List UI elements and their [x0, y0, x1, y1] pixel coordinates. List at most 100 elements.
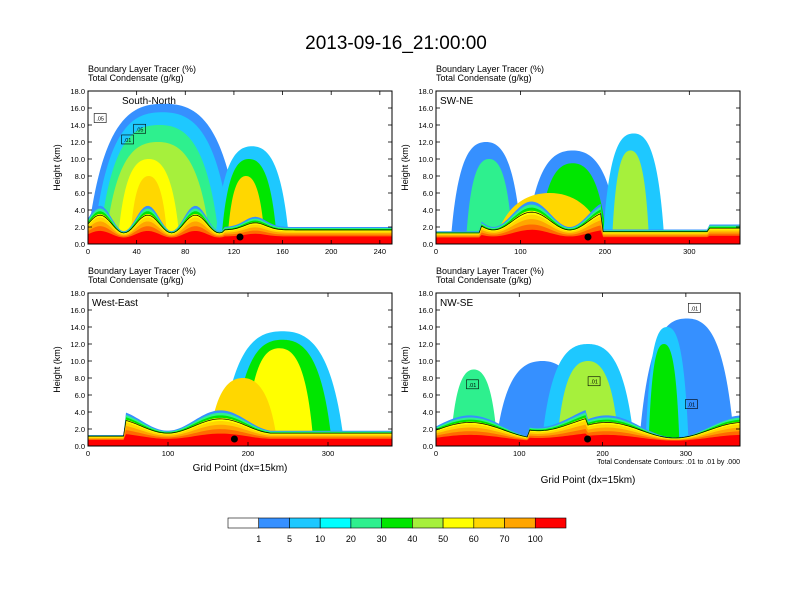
- colorbar-box-2: [289, 517, 321, 529]
- ytick-label: 12.0: [70, 340, 85, 349]
- contour-label-box: [93, 113, 107, 123]
- xtick-label: 0: [86, 449, 90, 458]
- xtick-label: 100: [514, 247, 527, 256]
- xtick-label: 100: [513, 449, 526, 458]
- subtitle-condensate: Total Condensate (g/kg): [88, 73, 184, 83]
- xtick-label: 300: [683, 247, 696, 256]
- xtick-label: 80: [181, 247, 189, 256]
- ytick-label: 18.0: [70, 289, 85, 298]
- colorbar-box-1: [258, 517, 290, 529]
- xtick-label: 300: [322, 449, 335, 458]
- location-marker: [584, 435, 592, 443]
- contour-footnote: Total Condensate Contours: .01 to .01 by…: [597, 459, 740, 466]
- xtick-label: 0: [434, 247, 438, 256]
- ytick-label: 18.0: [418, 87, 433, 96]
- subtitle-tracer: Boundary Layer Tracer (%): [88, 64, 196, 74]
- x-axis-label: Grid Point (dx=15km): [193, 463, 288, 474]
- tracer-field: [436, 318, 740, 446]
- subtitle-condensate: Total Condensate (g/kg): [88, 275, 184, 285]
- contour-label: .01: [688, 403, 696, 409]
- colorbar-box-8: [473, 517, 505, 529]
- tracer-field: [436, 133, 740, 244]
- panel-label: West-East: [92, 298, 138, 309]
- ytick-label: 2.0: [423, 223, 433, 232]
- colorbar-box-4: [350, 517, 382, 529]
- panel-frame: [435, 292, 741, 447]
- colorbar-label: 60: [469, 534, 479, 544]
- xtick-label: 0: [86, 247, 90, 256]
- contour-label: .05: [136, 127, 144, 133]
- colorbar-box-10: [534, 517, 567, 529]
- contour-label-box: [688, 302, 701, 313]
- panel-frame: [87, 292, 393, 447]
- ytick-label: 0.0: [423, 240, 433, 249]
- tracer-field: [88, 331, 392, 446]
- ytick-label: 8.0: [75, 374, 85, 383]
- xtick-label: 100: [162, 449, 175, 458]
- contour-label: .05: [96, 117, 104, 123]
- ytick-label: 0.0: [75, 442, 85, 451]
- subtitle-condensate: Total Condensate (g/kg): [436, 275, 532, 285]
- ytick-label: 10.0: [70, 155, 85, 164]
- ytick-label: 4.0: [423, 206, 433, 215]
- colorbar-box-7: [442, 517, 475, 529]
- ytick-label: 6.0: [75, 189, 85, 198]
- ytick-label: 16.0: [70, 306, 85, 315]
- ytick-label: 12.0: [70, 138, 85, 147]
- bl-band-7: [88, 433, 392, 446]
- ytick-label: 6.0: [423, 391, 433, 400]
- ytick-label: 16.0: [70, 104, 85, 113]
- location-marker: [230, 435, 238, 443]
- xtick-label: 40: [132, 247, 140, 256]
- contour-label: .01: [469, 383, 477, 389]
- figure-title: 2013-09-16_21:00:00: [305, 33, 487, 54]
- location-marker: [236, 233, 244, 241]
- ytick-label: 2.0: [423, 425, 433, 434]
- xtick-label: 240: [374, 247, 387, 256]
- colorbar-label: 1: [256, 534, 261, 544]
- plume-5: [648, 344, 680, 438]
- ytick-label: 4.0: [423, 408, 433, 417]
- ytick-label: 4.0: [75, 206, 85, 215]
- contour-label-box: [121, 134, 134, 145]
- y-axis-label: Height (km): [52, 346, 62, 393]
- subtitle-condensate: Total Condensate (g/kg): [436, 73, 532, 83]
- plume-5: [612, 150, 649, 236]
- panel-south-north: Boundary Layer Tracer (%)Total Condensat…: [52, 64, 393, 256]
- ytick-label: 8.0: [75, 172, 85, 181]
- plume-1: [466, 159, 512, 236]
- panel-label: SW-NE: [440, 96, 473, 107]
- ytick-label: 14.0: [70, 323, 85, 332]
- ytick-label: 16.0: [418, 306, 433, 315]
- colorbar-label: 40: [407, 534, 417, 544]
- contour-label-box: [466, 379, 479, 390]
- y-axis-label: Height (km): [400, 144, 410, 191]
- y-axis-label: Height (km): [52, 144, 62, 191]
- contour-label-box: [685, 399, 698, 409]
- ytick-label: 0.0: [423, 442, 433, 451]
- ytick-label: 8.0: [423, 374, 433, 383]
- ytick-label: 12.0: [418, 138, 433, 147]
- ytick-label: 14.0: [418, 323, 433, 332]
- xtick-label: 200: [325, 247, 338, 256]
- ytick-label: 10.0: [418, 155, 433, 164]
- colorbar-box-3: [319, 517, 352, 529]
- ytick-label: 14.0: [70, 121, 85, 130]
- colorbar-box-9: [504, 517, 536, 529]
- colorbar-label: 30: [377, 534, 387, 544]
- ytick-label: 18.0: [418, 289, 433, 298]
- ytick-label: 2.0: [75, 425, 85, 434]
- xtick-label: 200: [599, 247, 612, 256]
- condensate-contour: [436, 418, 740, 439]
- colorbar: 1 5 10 20 30 40 50 60 70 100: [227, 517, 567, 544]
- subtitle-tracer: Boundary Layer Tracer (%): [436, 266, 544, 276]
- contour-label: .01: [590, 380, 598, 386]
- xtick-label: 200: [596, 449, 609, 458]
- subtitle-tracer: Boundary Layer Tracer (%): [436, 64, 544, 74]
- panel-frame: [435, 90, 741, 245]
- colorbar-label: 70: [500, 534, 510, 544]
- xtick-label: 300: [680, 449, 693, 458]
- panel-label: South-North: [122, 96, 176, 107]
